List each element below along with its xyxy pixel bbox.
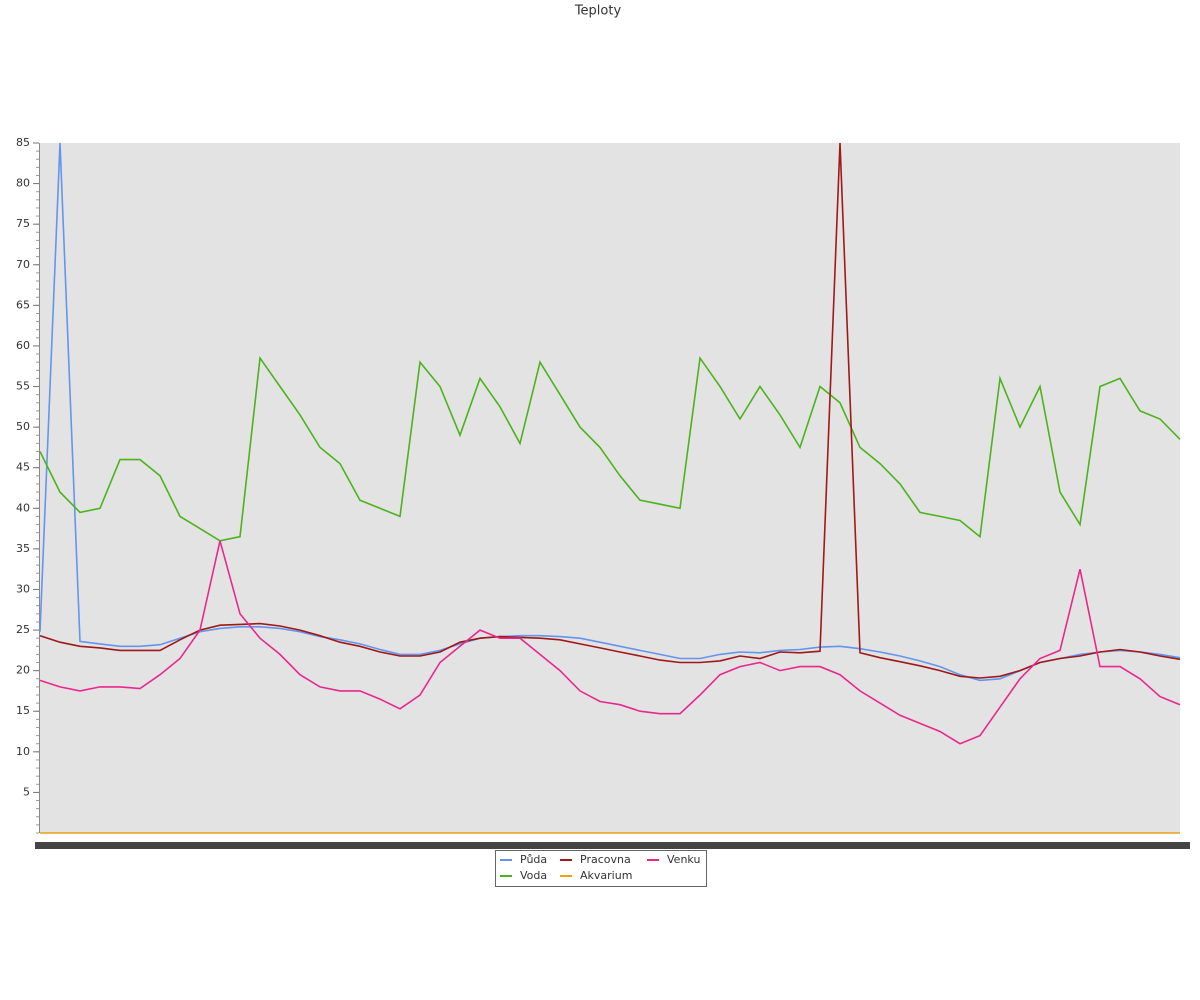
y-tick-label: 25 bbox=[16, 623, 30, 636]
x-axis-labels bbox=[35, 842, 1190, 849]
legend-label: Voda bbox=[520, 869, 547, 882]
legend-label: Půda bbox=[520, 853, 547, 866]
y-tick-label: 30 bbox=[16, 582, 30, 595]
plot-area bbox=[40, 143, 1180, 833]
y-tick-label: 60 bbox=[16, 339, 30, 352]
series-line bbox=[39, 142, 1181, 679]
series-line bbox=[39, 540, 1181, 745]
series-line bbox=[39, 355, 1181, 542]
y-tick-label: 70 bbox=[16, 258, 30, 271]
y-tick-label: 20 bbox=[16, 664, 30, 677]
y-tick-label: 55 bbox=[16, 380, 30, 393]
y-tick-label: 45 bbox=[16, 461, 30, 474]
chart-title: Teploty bbox=[574, 4, 622, 19]
y-tick-label: 15 bbox=[16, 704, 30, 717]
y-tick-label: 75 bbox=[16, 217, 30, 230]
y-tick-label: 10 bbox=[16, 745, 30, 758]
y-tick-label: 80 bbox=[16, 177, 30, 190]
y-tick-label: 50 bbox=[16, 420, 30, 433]
legend-label: Akvarium bbox=[580, 869, 632, 882]
legend bbox=[495, 850, 707, 887]
y-tick-label: 85 bbox=[16, 136, 30, 149]
y-tick-label: 5 bbox=[23, 785, 30, 798]
legend-label: Venku bbox=[667, 853, 700, 866]
y-tick-label: 40 bbox=[16, 501, 30, 514]
y-tick-label: 35 bbox=[16, 542, 30, 555]
series-line bbox=[39, 142, 1181, 682]
y-tick-label: 65 bbox=[16, 298, 30, 311]
legend-label: Pracovna bbox=[580, 853, 631, 866]
